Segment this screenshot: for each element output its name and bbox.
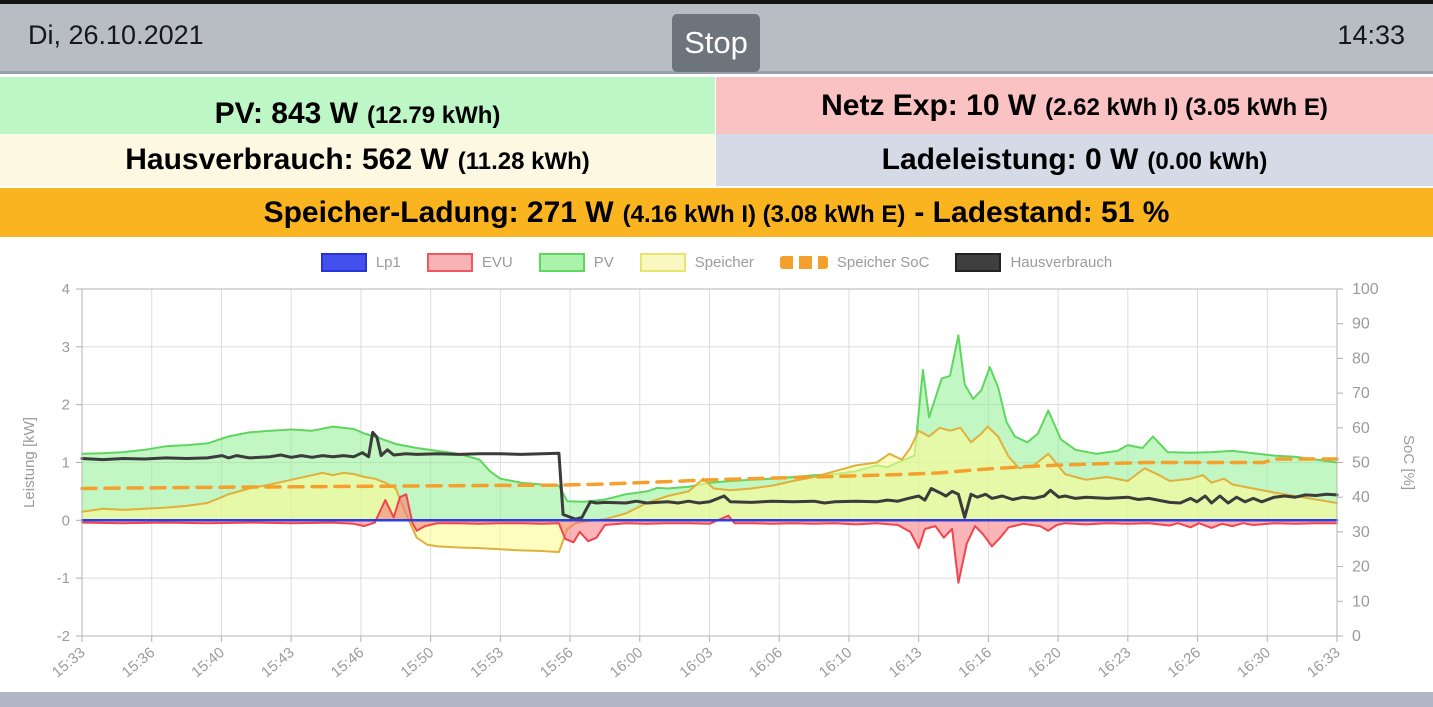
legend-item-evu[interactable]: EVU xyxy=(426,253,513,272)
legend-item-speicher-soc[interactable]: Speicher SoC xyxy=(779,254,930,271)
house-energy: (11.28 kWh) xyxy=(457,148,590,175)
top-bar: Di, 26.10.2021 Stop 14:33 xyxy=(0,4,1433,74)
series-hausverbrauch-line xyxy=(80,430,1339,521)
x-tick-label: 15:33 xyxy=(49,644,89,681)
legend-label: EVU xyxy=(481,254,513,271)
legend-swatch xyxy=(779,256,828,269)
x-tick-label: 15:53 xyxy=(467,644,507,681)
x-tick-label: 15:46 xyxy=(328,644,368,681)
x-tick-label: 16:16 xyxy=(955,644,995,681)
grid-value: Netz Exp: 10 W xyxy=(821,89,1037,122)
x-tick-label: 16:03 xyxy=(676,644,716,681)
right-tick-label: 0 xyxy=(1352,628,1361,645)
x-tick-label: 16:30 xyxy=(1234,644,1274,681)
right-axis-title: SoC [%] xyxy=(1400,435,1417,490)
pv-energy: (12.79 kWh) xyxy=(367,102,501,129)
pv-status-tile: PV: 843 W (12.79 kWh) xyxy=(0,77,715,134)
right-tick-label: 100 xyxy=(1352,281,1379,298)
right-tick-label: 30 xyxy=(1352,524,1370,541)
series-evu-line xyxy=(81,493,1338,584)
stop-button[interactable]: Stop xyxy=(672,14,760,72)
x-tick-label: 15:36 xyxy=(119,644,159,681)
legend-swatch xyxy=(426,253,473,272)
grid-status-tile: Netz Exp: 10 W (2.62 kWh I) (3.05 kWh E) xyxy=(716,77,1433,134)
right-tick-label: 20 xyxy=(1352,559,1370,576)
x-tick-label: 16:13 xyxy=(886,644,926,681)
series-speicher-area xyxy=(82,426,1337,553)
battery-energy: (4.16 kWh I) (3.08 kWh E) xyxy=(622,201,906,228)
legend-label: Lp1 xyxy=(375,254,401,271)
series-speicher-soc-line xyxy=(80,457,1339,491)
legend-swatch xyxy=(320,253,367,272)
battery-status-banner: Speicher-Ladung: 271 W (4.16 kWh I) (3.0… xyxy=(0,188,1433,237)
legend-item-lp1[interactable]: Lp1 xyxy=(320,253,401,272)
x-tick-label: 16:06 xyxy=(746,644,786,681)
right-tick-label: 90 xyxy=(1352,316,1370,333)
legend-swatch xyxy=(955,253,1002,272)
right-tick-label: 40 xyxy=(1352,489,1370,506)
x-tick-label: 15:50 xyxy=(397,644,437,681)
charge-energy: (0.00 kWh) xyxy=(1147,148,1268,175)
legend-label: Speicher SoC xyxy=(836,254,930,271)
house-value: Hausverbrauch: 562 W xyxy=(125,143,449,176)
legend-swatch xyxy=(639,253,686,272)
legend-label: Hausverbrauch xyxy=(1010,254,1113,271)
right-tick-label: 80 xyxy=(1352,350,1370,367)
left-tick-label: 4 xyxy=(62,281,70,298)
legend-item-hausverbrauch[interactable]: Hausverbrauch xyxy=(955,253,1112,272)
legend-label: PV xyxy=(593,254,614,271)
clock-label: 14:33 xyxy=(1337,20,1405,50)
x-tick-label: 15:43 xyxy=(258,644,298,681)
legend-item-speicher[interactable]: Speicher xyxy=(639,253,754,272)
battery-soc: - Ladestand: 51 % xyxy=(914,196,1170,229)
legend-label: Speicher xyxy=(694,254,754,271)
charge-power-tile: Ladeleistung: 0 W (0.00 kWh) xyxy=(716,134,1433,186)
series-evu-area xyxy=(82,494,1337,583)
right-tick-label: 50 xyxy=(1352,455,1370,472)
grid-energy: (2.62 kWh I) (3.05 kWh E) xyxy=(1045,94,1328,121)
x-tick-label: 16:26 xyxy=(1164,644,1204,681)
date-label: Di, 26.10.2021 xyxy=(28,20,204,50)
x-tick-label: 16:00 xyxy=(607,644,647,681)
left-tick-label: 0 xyxy=(62,512,70,529)
top-black-strip xyxy=(0,0,1433,4)
x-tick-label: 15:40 xyxy=(188,644,228,681)
left-tick-label: 2 xyxy=(62,397,70,414)
x-tick-label: 15:56 xyxy=(537,644,577,681)
x-tick-label: 16:10 xyxy=(816,644,856,681)
left-tick-label: -2 xyxy=(57,628,70,645)
house-consumption-tile: Hausverbrauch: 562 W (11.28 kWh) xyxy=(0,134,715,186)
pv-value: PV: 843 W xyxy=(214,97,359,130)
right-tick-label: 10 xyxy=(1352,593,1370,610)
legend-swatch xyxy=(538,253,585,272)
left-tick-label: -1 xyxy=(57,570,70,587)
battery-value: Speicher-Ladung: 271 W xyxy=(263,196,614,229)
x-tick-label: 16:20 xyxy=(1025,644,1065,681)
series-speicher-line xyxy=(81,425,1338,554)
legend-item-pv[interactable]: PV xyxy=(538,253,614,272)
x-tick-label: 16:23 xyxy=(1095,644,1135,681)
chart-legend: Lp1 EVU PV Speicher Speicher SoC Hausverbrauc… xyxy=(0,253,1433,272)
charge-value: Ladeleistung: 0 W xyxy=(881,143,1139,176)
left-tick-label: 3 xyxy=(62,339,70,356)
right-tick-label: 60 xyxy=(1352,420,1370,437)
bottom-bar xyxy=(0,692,1433,707)
left-tick-label: 1 xyxy=(62,455,70,472)
left-axis-title: Leistung [kW] xyxy=(21,417,38,508)
x-tick-label: 16:33 xyxy=(1304,644,1344,681)
right-tick-label: 70 xyxy=(1352,385,1370,402)
